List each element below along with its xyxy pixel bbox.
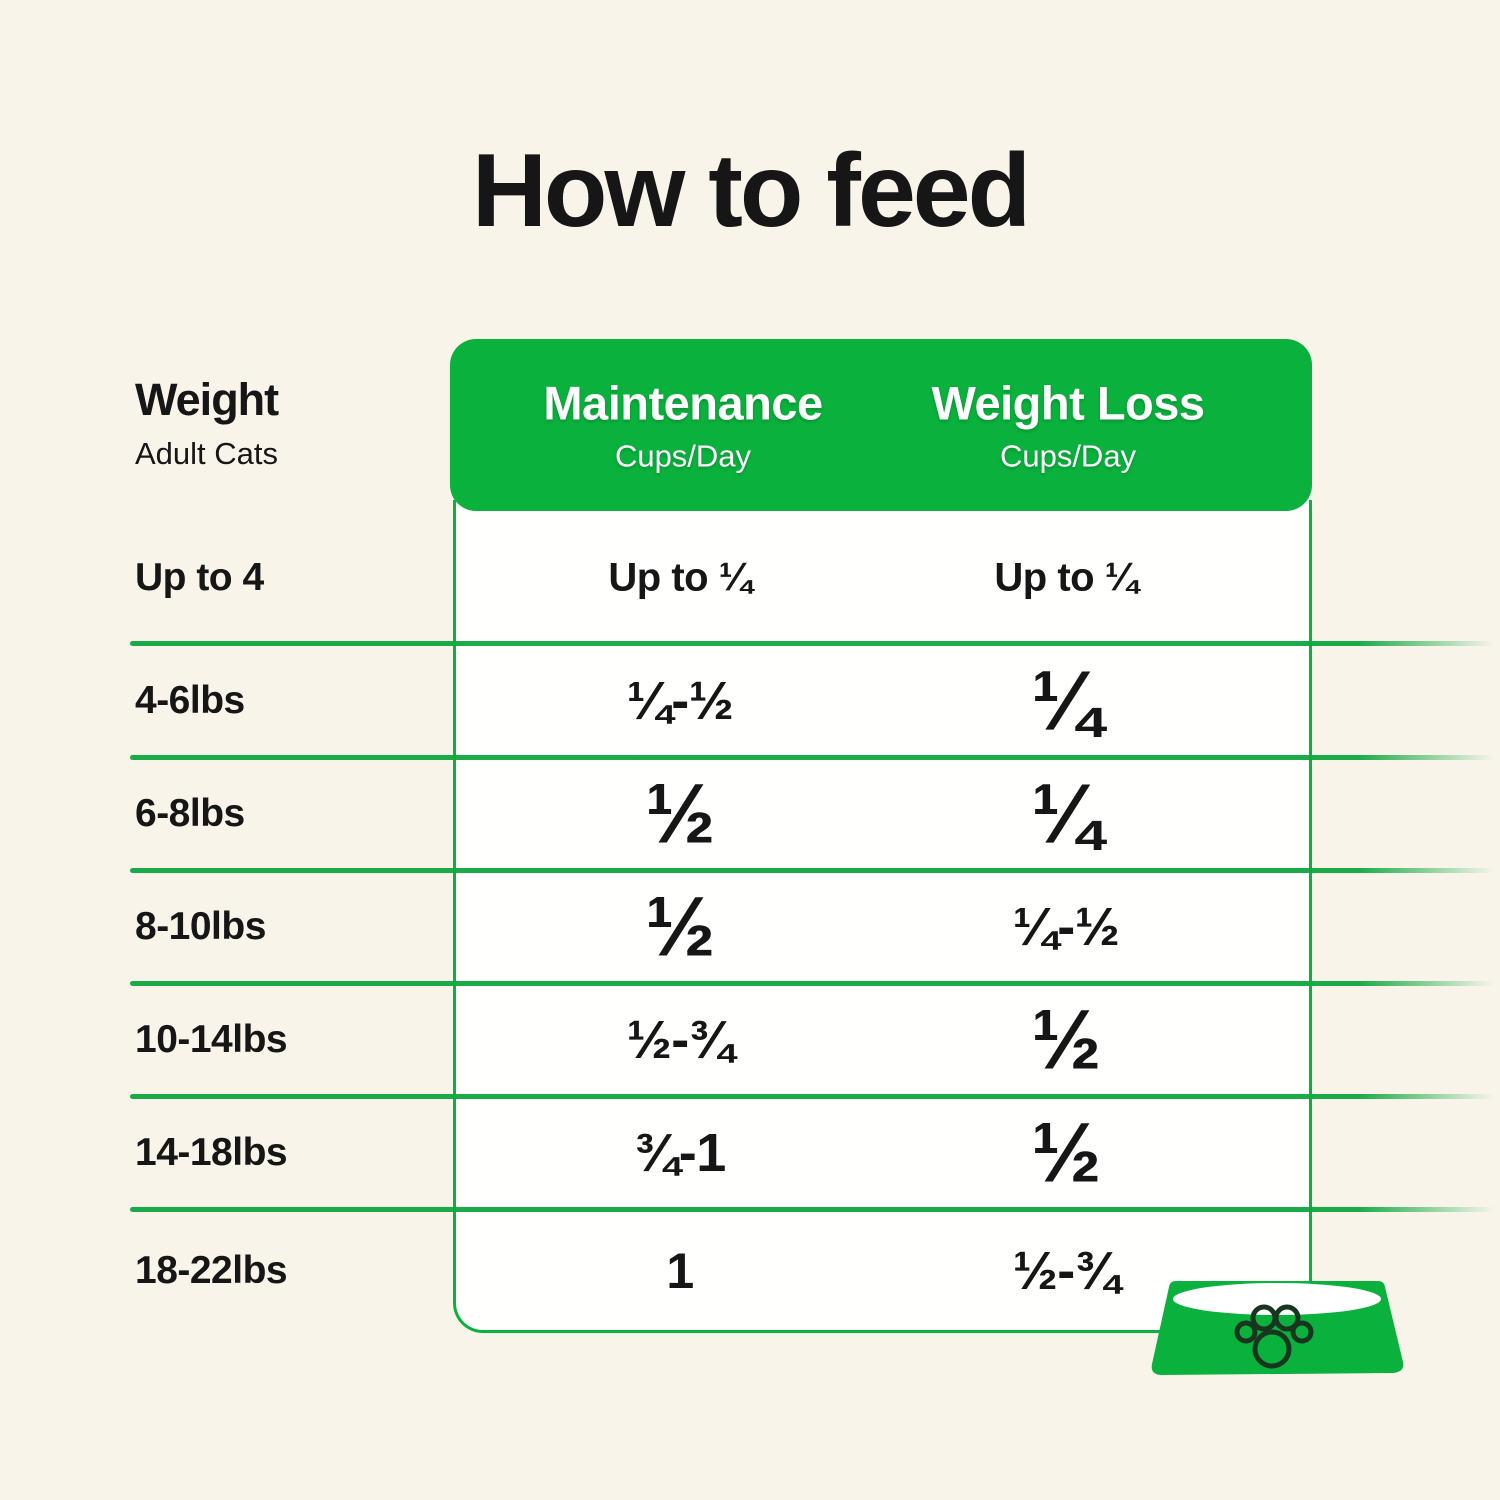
table-row: 14-18lbs ¾-1 ½ — [130, 1097, 1498, 1212]
weight-loss-value: ½ — [1031, 992, 1101, 1087]
maintenance-value: ¾-1 — [634, 1123, 726, 1184]
pet-bowl-icon — [1151, 1281, 1404, 1375]
table-body-panel — [453, 500, 1312, 1333]
maintenance-column-header: Maintenance Cups/Day — [543, 376, 823, 475]
table-row: 4-6lbs ¼-½ ¼ — [130, 644, 1498, 760]
maintenance-value: 1 — [666, 1242, 694, 1299]
page-title: How to feed — [471, 133, 1031, 249]
maintenance-value: ¼-½ — [626, 670, 734, 731]
table-rows: Up to 4 Up to ¼ Up to ¼ 4-6lbs ¼-½ ¼ 6-8lbs ½ ¼ 8… — [130, 511, 1498, 1332]
bowl-opening — [1173, 1283, 1381, 1315]
table-row: 6-8lbs ½ ¼ — [130, 758, 1498, 873]
maintenance-value: ½ — [645, 766, 715, 861]
weight-loss-value: ½ — [1031, 1105, 1101, 1200]
maintenance-value: ½-¾ — [626, 1010, 734, 1071]
table-row: Up to 4 Up to ¼ Up to ¼ — [130, 511, 1498, 647]
weight-loss-value: Up to ¼ — [994, 555, 1138, 600]
weight-loss-column-header: Weight Loss Cups/Day — [931, 376, 1205, 475]
maintenance-unit: Cups/Day — [614, 438, 752, 474]
table-row: 8-10lbs ½ ¼-½ — [130, 871, 1498, 986]
weight-range-label: 18-22lbs — [135, 1248, 288, 1292]
weight-loss-value: ¼ — [1031, 653, 1101, 748]
weight-loss-value: ½-¾ — [1012, 1240, 1120, 1301]
weight-column-header: Weight Adult Cats — [135, 374, 279, 472]
weight-column-title: Weight — [135, 374, 279, 425]
weight-loss-label: Weight Loss — [931, 376, 1205, 430]
weight-column-subtitle: Adult Cats — [135, 436, 279, 471]
weight-loss-value: ¼-½ — [1012, 897, 1120, 958]
maintenance-value: ½ — [645, 879, 715, 974]
weight-loss-unit: Cups/Day — [999, 438, 1137, 474]
maintenance-value: Up to ¼ — [608, 555, 752, 600]
weight-range-label: 4-6lbs — [135, 678, 245, 722]
weight-range-label: 14-18lbs — [135, 1131, 288, 1175]
weight-range-label: 10-14lbs — [135, 1018, 288, 1062]
weight-range-label: 8-10lbs — [135, 905, 266, 949]
table-header-bar: Maintenance Cups/Day Weight Loss Cups/Da… — [450, 339, 1312, 511]
table-row: 18-22lbs 1 ½-¾ — [130, 1210, 1498, 1332]
weight-range-label: 6-8lbs — [135, 792, 245, 836]
weight-range-label: Up to 4 — [135, 555, 264, 599]
weight-loss-value: ¼ — [1031, 766, 1101, 861]
table-row: 10-14lbs ½-¾ ½ — [130, 984, 1498, 1099]
maintenance-label: Maintenance — [543, 376, 823, 430]
paw-print-icon — [1234, 1304, 1314, 1369]
